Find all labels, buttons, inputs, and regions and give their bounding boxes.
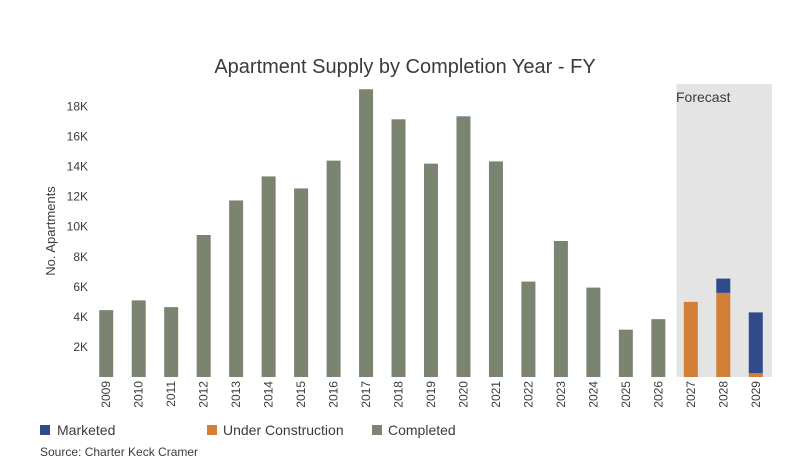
x-tick-label: 2019 [424,381,438,408]
x-tick-label: 2014 [262,381,276,408]
y-tick-label: 16K [67,130,88,144]
bars [99,89,763,378]
x-tick-label: 2029 [749,381,763,408]
y-axis-title: No. Apartments [43,186,58,276]
bar-completed-2014 [261,176,276,377]
bar-completed-2022 [521,281,536,377]
y-tick-label: 14K [67,160,88,174]
bar-completed-2011 [164,307,179,377]
x-tick-label: 2026 [651,381,665,408]
chart-title: Apartment Supply by Completion Year - FY [214,56,595,78]
bar-marketed-2029 [748,312,763,374]
bar-completed-2020 [456,116,471,378]
bar-completed-2017 [359,89,374,377]
y-tick-label: 6K [73,280,88,294]
bar-completed-2026 [651,319,666,377]
bar-under-construction-2028 [716,292,731,377]
x-tick-label: 2011 [164,381,178,407]
bar-under-construction-2029 [748,373,763,377]
x-tick-label: 2028 [716,381,730,408]
bar-completed-2009 [99,310,114,377]
bar-completed-2019 [424,163,438,377]
x-tick-label: 2015 [294,381,308,408]
legend-swatch-marketed [40,425,50,435]
y-tick-label: 8K [73,250,88,264]
y-tick-label: 4K [73,310,88,324]
legend-label-under-construction: Under Construction [223,422,344,438]
y-tick-label: 12K [67,190,88,204]
x-tick-label: 2009 [99,381,113,408]
x-axis-ticks: 2009 2010 2011 2012 2013 2014 2015 2016 2017 2018… [99,381,763,408]
bar-completed-2023 [553,241,568,377]
x-tick-label: 2018 [392,381,406,408]
y-axis-ticks: 2K 4K 6K 8K 10K 12K 14K 16K 18K [67,100,88,354]
bar-completed-2012 [196,235,211,377]
x-tick-label: 2016 [327,381,341,408]
x-tick-label: 2013 [229,381,243,408]
forecast-label: Forecast [676,89,731,105]
x-tick-label: 2023 [554,381,568,408]
legend-label-completed: Completed [388,422,456,438]
x-tick-label: 2010 [132,381,146,408]
legend-swatch-completed [372,425,382,435]
x-tick-label: 2012 [197,381,211,408]
bar-under-construction-2027 [683,301,698,377]
bar-completed-2025 [618,329,633,377]
y-tick-label: 2K [73,340,88,354]
x-tick-label: 2022 [521,381,535,408]
y-tick-label: 10K [67,220,88,234]
bar-completed-2016 [326,160,341,377]
bar-marketed-2028 [716,278,731,293]
y-tick-label: 18K [67,100,88,114]
source-note: Source: Charter Keck Cramer [40,445,198,459]
x-tick-label: 2021 [489,381,503,408]
x-tick-label: 2017 [359,381,373,408]
bar-completed-2021 [488,161,503,377]
legend-swatch-under-construction [207,425,217,435]
legend: Marketed Under Construction Completed [40,422,456,438]
bar-completed-2013 [229,200,244,377]
x-tick-label: 2027 [684,381,698,408]
x-tick-label: 2024 [586,381,600,408]
legend-label-marketed: Marketed [57,422,115,438]
bar-completed-2015 [294,188,309,377]
x-tick-label: 2020 [456,381,470,408]
x-tick-label: 2025 [619,381,633,408]
bar-completed-2010 [131,300,146,377]
bar-completed-2018 [391,119,406,378]
bar-completed-2024 [586,287,601,377]
